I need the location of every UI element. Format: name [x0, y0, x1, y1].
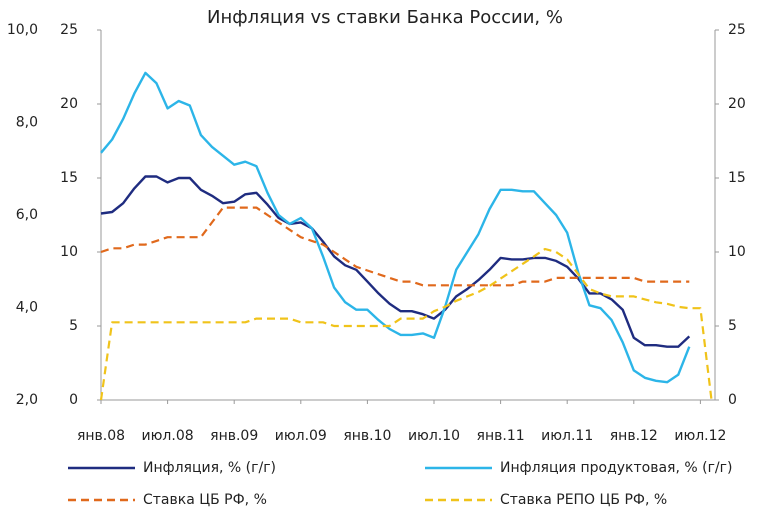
y3-tick-label: 8,0: [16, 115, 38, 131]
x-tick-label: июл.09: [275, 428, 327, 444]
y3-tick-label: 2,0: [16, 392, 38, 408]
legend-label: Ставка ЦБ РФ, %: [143, 492, 267, 508]
x-tick-label: янв.09: [210, 428, 258, 444]
y3-tick-label: 6,0: [16, 207, 38, 223]
y3-tick-label: 10,0: [7, 22, 38, 38]
x-tick-label: июл.12: [674, 428, 726, 444]
x-tick-label: янв.12: [610, 428, 658, 444]
y2-tick-label: 0: [728, 392, 737, 408]
x-tick-label: июл.08: [142, 428, 194, 444]
y2-tick-label: 15: [728, 170, 746, 186]
x-tick-label: июл.10: [408, 428, 460, 444]
x-tick-label: янв.08: [77, 428, 125, 444]
series-line: [100, 71, 691, 384]
legend-label: Инфляция, % (г/г): [143, 460, 276, 476]
series-line: [100, 206, 690, 287]
y2-tick-label: 10: [728, 244, 746, 260]
x-tick-label: янв.10: [343, 428, 391, 444]
series-line: [99, 247, 713, 401]
legend-label: Ставка РЕПО ЦБ РФ, %: [500, 492, 667, 508]
y3-tick-label: 4,0: [16, 300, 38, 316]
y-tick-label: 15: [60, 170, 78, 186]
x-tick-label: июл.11: [541, 428, 593, 444]
x-tick-label: янв.11: [477, 428, 525, 444]
y2-tick-label: 25: [728, 22, 746, 38]
chart-title: Инфляция vs ставки Банка России, %: [207, 7, 563, 28]
y2-tick-label: 5: [728, 318, 737, 334]
y-tick-label: 0: [69, 392, 78, 408]
y2-tick-label: 20: [728, 96, 746, 112]
y-tick-label: 10: [60, 244, 78, 260]
series-line: [100, 175, 691, 348]
legend-label: Инфляция продуктовая, % (г/г): [500, 460, 732, 476]
y-tick-label: 20: [60, 96, 78, 112]
y-tick-label: 5: [69, 318, 78, 334]
y-tick-label: 25: [60, 22, 78, 38]
